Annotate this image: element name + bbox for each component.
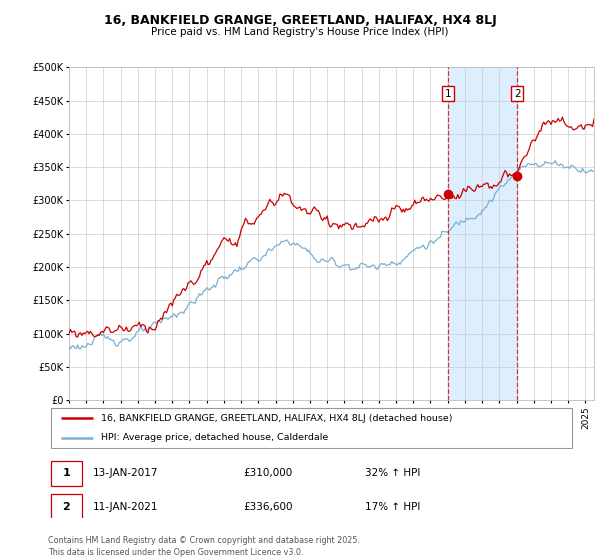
FancyBboxPatch shape xyxy=(50,460,82,486)
Text: £310,000: £310,000 xyxy=(244,468,293,478)
Bar xyxy=(448,67,517,400)
Text: 2: 2 xyxy=(514,89,521,99)
Text: 17% ↑ HPI: 17% ↑ HPI xyxy=(365,502,420,512)
Text: 13-JAN-2017: 13-JAN-2017 xyxy=(93,468,158,478)
Text: 1: 1 xyxy=(62,468,70,478)
FancyBboxPatch shape xyxy=(50,408,572,448)
Text: £336,600: £336,600 xyxy=(244,502,293,512)
Text: HPI: Average price, detached house, Calderdale: HPI: Average price, detached house, Cald… xyxy=(101,433,328,442)
Text: 11-JAN-2021: 11-JAN-2021 xyxy=(93,502,158,512)
Text: 1: 1 xyxy=(445,89,452,99)
Text: 16, BANKFIELD GRANGE, GREETLAND, HALIFAX, HX4 8LJ: 16, BANKFIELD GRANGE, GREETLAND, HALIFAX… xyxy=(104,14,496,27)
Text: 16, BANKFIELD GRANGE, GREETLAND, HALIFAX, HX4 8LJ (detached house): 16, BANKFIELD GRANGE, GREETLAND, HALIFAX… xyxy=(101,414,452,423)
Text: 2: 2 xyxy=(62,502,70,512)
Text: Contains HM Land Registry data © Crown copyright and database right 2025.
This d: Contains HM Land Registry data © Crown c… xyxy=(48,536,360,557)
Text: 32% ↑ HPI: 32% ↑ HPI xyxy=(365,468,420,478)
Text: Price paid vs. HM Land Registry's House Price Index (HPI): Price paid vs. HM Land Registry's House … xyxy=(151,27,449,37)
FancyBboxPatch shape xyxy=(50,494,82,519)
